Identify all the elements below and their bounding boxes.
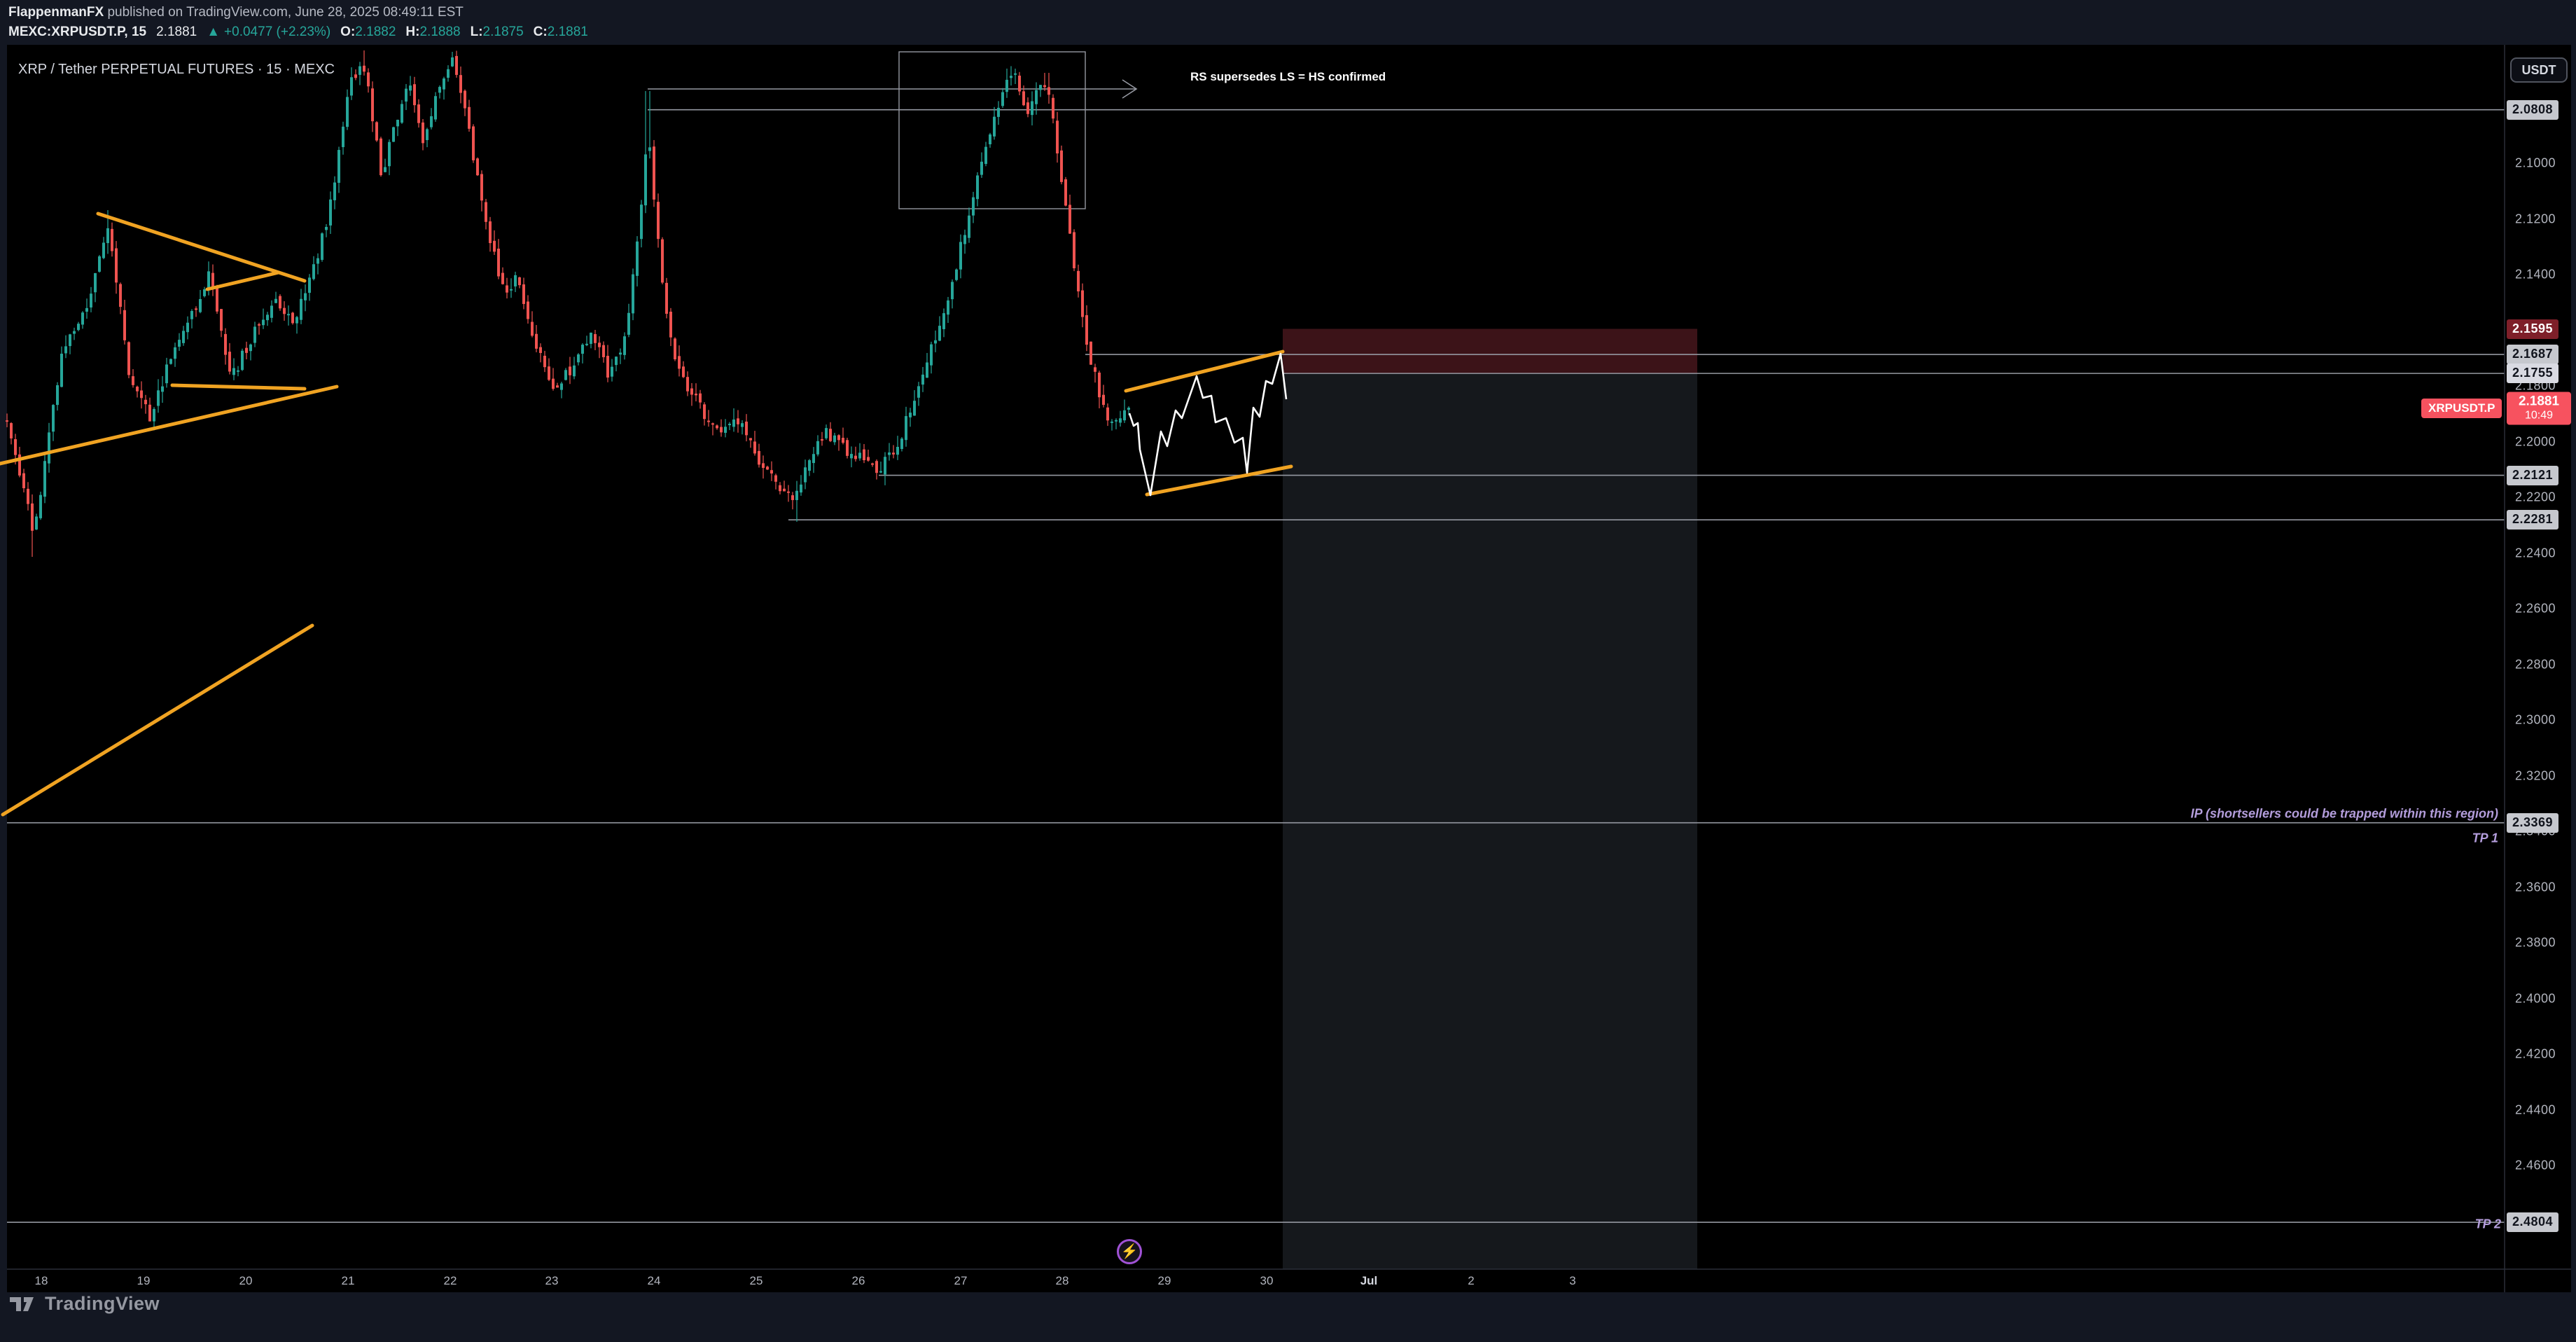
- price-tick-2.4600: 2.4600: [2515, 1158, 2556, 1172]
- time-tick-29: 29: [1157, 1274, 1171, 1287]
- last-price-value: 2.1881: [2518, 394, 2560, 409]
- price-level-label-2.3369: 2.3369: [2507, 812, 2559, 833]
- price-line-symbol-tag: XRPUSDT.P: [2421, 399, 2502, 419]
- price-tick-2.2400: 2.2400: [2515, 546, 2556, 560]
- trendline-6[interactable]: [1124, 350, 1285, 393]
- high-value: 2.1888: [419, 25, 461, 39]
- publish-info: published on TradingView.com, June 28, 2…: [104, 5, 464, 20]
- price-level-label-2.1687: 2.1687: [2507, 345, 2559, 365]
- price-level-label-2.1755: 2.1755: [2507, 364, 2559, 384]
- short-entry-zone[interactable]: [1283, 328, 1697, 374]
- time-tick-26: 26: [851, 1274, 865, 1287]
- price-tick-2.3600: 2.3600: [2515, 880, 2556, 894]
- price-tick-2.4000: 2.4000: [2515, 991, 2556, 1005]
- low-label: L:: [470, 25, 483, 39]
- currency-toggle-button[interactable]: USDT: [2510, 57, 2568, 83]
- time-tick-23: 23: [545, 1274, 559, 1287]
- close-label: C:: [533, 25, 548, 39]
- high-label: H:: [405, 25, 420, 39]
- open-label: O:: [340, 25, 356, 39]
- price-tick-2.2600: 2.2600: [2515, 601, 2556, 616]
- time-tick-19: 19: [137, 1274, 151, 1287]
- time-tick-28: 28: [1055, 1274, 1069, 1287]
- price-tick-2.2200: 2.2200: [2515, 490, 2556, 504]
- open-value: 2.1882: [355, 25, 396, 39]
- last-price: 2.1881: [156, 25, 197, 39]
- price-change: +0.0477 (+2.23%): [224, 25, 331, 39]
- symbol-name: MEXC:XRPUSDT.P, 15: [8, 25, 147, 39]
- price-tick-2.3800: 2.3800: [2515, 935, 2556, 950]
- price-level-label-2.1595: 2.1595: [2507, 319, 2559, 339]
- last-price-label: 2.1881 10:49: [2507, 392, 2571, 425]
- price-tick-2.4200: 2.4200: [2515, 1046, 2556, 1061]
- bar-countdown: 10:49: [2524, 409, 2554, 422]
- price-tick-2.4400: 2.4400: [2515, 1102, 2556, 1116]
- annotation-tp1[interactable]: TP 1: [2472, 831, 2498, 845]
- publisher-name: FlappenmanFX: [8, 5, 104, 20]
- time-tick-24: 24: [647, 1274, 661, 1287]
- price-tick-2.2000: 2.2000: [2515, 434, 2556, 448]
- time-tick-20: 20: [239, 1274, 253, 1287]
- change-arrow-icon: ▲: [207, 25, 221, 39]
- tradingview-logo-text: TradingView: [45, 1293, 160, 1314]
- symbol-status-line: MEXC:XRPUSDT.P, 15 2.1881 ▲ +0.0477 (+2.23%…: [8, 25, 588, 40]
- arrow-head-icon: [1122, 79, 1138, 99]
- trendline-3[interactable]: [170, 383, 307, 391]
- trendline-4[interactable]: [0, 385, 339, 466]
- candlestick-series[interactable]: [6, 50, 1130, 557]
- trendline-7[interactable]: [1145, 464, 1293, 497]
- publish-attribution: FlappenmanFX published on TradingView.co…: [8, 5, 464, 20]
- lightning-glyph: ⚡: [1120, 1244, 1139, 1259]
- projection-zone[interactable]: [1283, 373, 1697, 1269]
- close-value: 2.1881: [547, 25, 588, 39]
- trendline-2[interactable]: [205, 270, 281, 291]
- lightning-event-icon[interactable]: ⚡: [1117, 1239, 1142, 1264]
- price-level-label-2.2281: 2.2281: [2507, 510, 2559, 530]
- trendline-1[interactable]: [96, 212, 307, 283]
- time-tick-27: 27: [954, 1274, 968, 1287]
- low-value: 2.1875: [482, 25, 524, 39]
- zigzag-projection[interactable]: [1128, 352, 1288, 497]
- annotation-rs-note[interactable]: RS supersedes LS = HS confirmed: [1190, 70, 1386, 83]
- price-level-label-2.4804: 2.4804: [2507, 1212, 2559, 1233]
- price-tick-2.3200: 2.3200: [2515, 768, 2556, 782]
- chart-title: XRP / Tether PERPETUAL FUTURES · 15 · ME…: [18, 62, 335, 77]
- price-tick-2.2800: 2.2800: [2515, 657, 2556, 671]
- price-level-label-2.0808: 2.0808: [2507, 99, 2559, 120]
- time-tick-18: 18: [34, 1274, 48, 1287]
- annotation-tp2[interactable]: TP 2: [2474, 1217, 2501, 1231]
- annotation-ip-note[interactable]: IP (shortsellers could be trapped within…: [2190, 806, 2498, 821]
- price-level-label-2.2121: 2.2121: [2507, 465, 2559, 485]
- time-tick-Jul: Jul: [1360, 1274, 1378, 1287]
- time-tick-30: 30: [1260, 1274, 1274, 1287]
- time-tick-21: 21: [341, 1274, 355, 1287]
- tradingview-logo[interactable]: TradingView: [10, 1293, 160, 1315]
- time-tick-2: 2: [1468, 1274, 1475, 1287]
- time-tick-22: 22: [443, 1274, 457, 1287]
- price-tick-2.1000: 2.1000: [2515, 155, 2556, 170]
- trendline-5[interactable]: [1, 623, 314, 817]
- selection-box[interactable]: [898, 51, 1086, 209]
- price-tick-2.3000: 2.3000: [2515, 712, 2556, 727]
- tradingview-logo-mark: [10, 1296, 34, 1311]
- price-tick-2.1400: 2.1400: [2515, 267, 2556, 282]
- time-tick-3: 3: [1569, 1274, 1576, 1287]
- price-tick-2.1200: 2.1200: [2515, 212, 2556, 226]
- time-tick-25: 25: [749, 1274, 763, 1287]
